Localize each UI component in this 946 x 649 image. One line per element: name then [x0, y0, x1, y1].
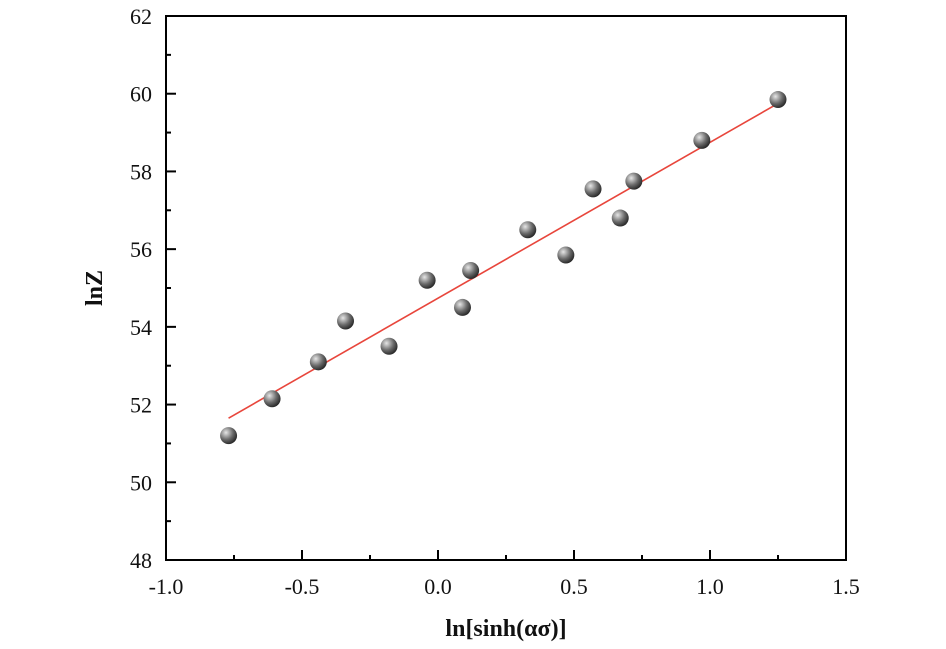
data-point	[462, 262, 480, 280]
data-point	[519, 221, 537, 239]
data-point	[625, 172, 643, 190]
y-tick-label: 62	[130, 4, 152, 29]
y-tick-label: 56	[130, 237, 152, 262]
data-point	[337, 312, 355, 330]
data-point	[309, 353, 327, 371]
y-tick-label: 60	[130, 82, 152, 107]
y-tick-label: 48	[130, 548, 152, 573]
x-tick-label: 0.0	[424, 574, 452, 599]
x-tick-label: 1.0	[696, 574, 724, 599]
data-points	[220, 91, 787, 445]
data-point	[693, 131, 711, 149]
fit-line	[228, 102, 779, 419]
x-tick-label: -1.0	[149, 574, 184, 599]
x-axis-title: ln[sinh(ασ)]	[445, 616, 566, 642]
y-axis-title: lnZ	[82, 270, 108, 306]
y-axis: 48 50 52 54 56 58 60 62	[130, 4, 176, 573]
data-point	[380, 337, 398, 355]
y-tick-label: 52	[130, 393, 152, 418]
x-tick-label: 1.5	[832, 574, 860, 599]
data-point	[263, 390, 281, 408]
data-point	[220, 427, 238, 445]
y-tick-label: 50	[130, 470, 152, 495]
y-tick-label: 58	[130, 159, 152, 184]
fit-line-layer	[228, 102, 779, 419]
x-axis: -1.0 -0.5 0.0 0.5 1.0 1.5	[149, 550, 860, 599]
data-point	[611, 209, 629, 227]
x-tick-label: -0.5	[285, 574, 320, 599]
data-point	[769, 91, 787, 109]
y-tick-label: 54	[130, 315, 152, 340]
x-tick-label: 0.5	[560, 574, 588, 599]
plot-frame	[165, 15, 847, 561]
data-point	[418, 271, 436, 289]
data-point	[557, 246, 575, 264]
data-point	[584, 180, 602, 198]
plot-area	[165, 15, 847, 561]
data-point	[453, 298, 471, 316]
